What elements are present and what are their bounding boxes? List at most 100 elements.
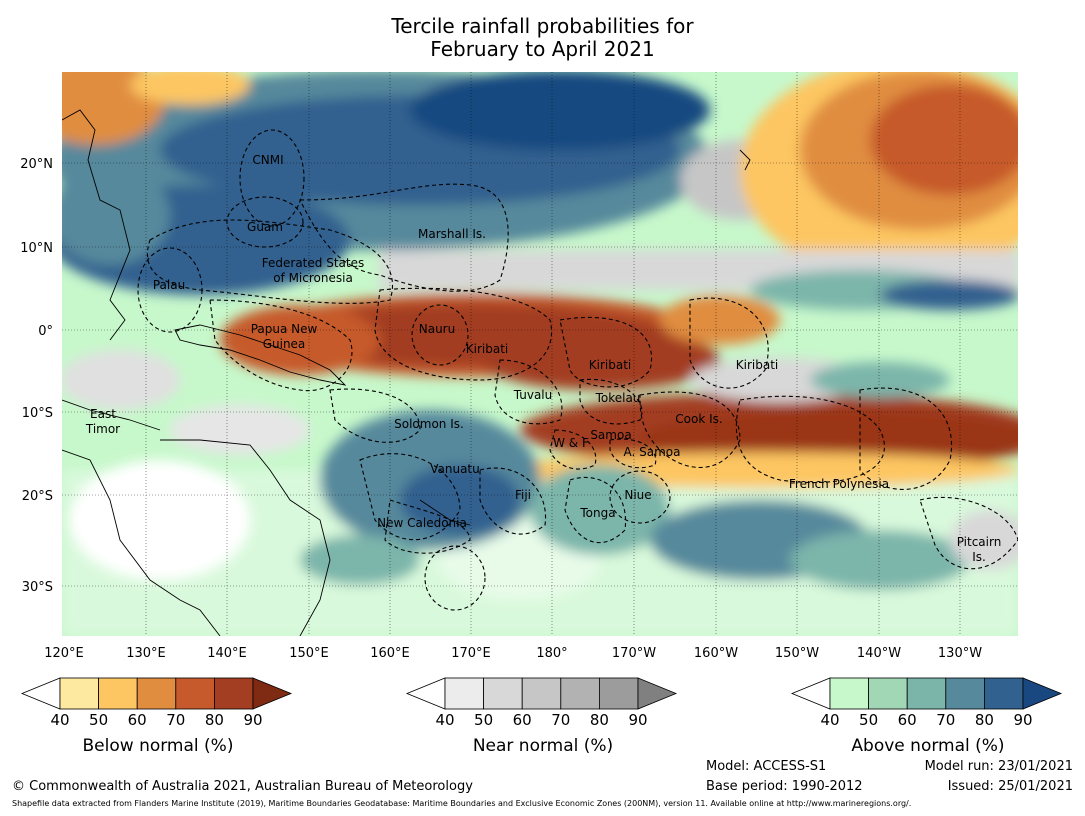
region-label: Nauru [419, 322, 455, 336]
colorbar-extend-low [790, 677, 831, 710]
region-label: Papua New [251, 322, 318, 336]
lon-label: 170°E [451, 646, 491, 661]
region-label: Guinea [263, 337, 306, 351]
colorbar-segment [136, 677, 177, 710]
region-labels: CNMI Guam Marshall Is. Federated States … [85, 153, 1001, 564]
colorbar-tick-label: 70 [551, 711, 570, 729]
issued-date: Issued: 25/01/2021 [947, 779, 1073, 794]
lon-axis: 120°E 130°E 140°E 150°E 160°E 170°E 180°… [44, 646, 982, 661]
colorbar-segment [483, 677, 523, 710]
lat-label: 0° [38, 324, 53, 339]
colorbar-tick-label: 60 [898, 711, 917, 729]
lat-axis: 20°N 10°N 0° 10°S 20°S 30°S [20, 157, 53, 595]
colorbar-below-normal: 40 50 60 70 80 90 [20, 677, 293, 729]
colorbar-segment [444, 677, 484, 710]
region-label: W & F [553, 436, 589, 450]
region-label: Timor [85, 422, 120, 436]
colorbar-segment [868, 677, 908, 710]
colorbar-tick-label: 80 [590, 711, 609, 729]
lon-label: 160°E [370, 646, 410, 661]
colorbar-segment [829, 677, 869, 710]
region-label: Kiribati [736, 358, 778, 372]
lon-label: 160°W [694, 646, 738, 661]
lat-label: 10°N [20, 241, 53, 256]
colorbar-below-title: Below normal (%) [82, 736, 234, 756]
rainfall-map: CNMI Guam Marshall Is. Federated States … [20, 72, 1018, 661]
colorbar-extend-high [1022, 677, 1063, 710]
region-label: Vanuatu [430, 462, 480, 476]
region-label: Palau [153, 278, 185, 292]
colorbar-segment [98, 677, 138, 710]
lon-label: 130°E [126, 646, 166, 661]
colorbar-segment [945, 677, 985, 710]
colorbar-tick-label: 40 [820, 711, 839, 729]
region-label: Kiribati [589, 358, 631, 372]
colorbar-tick-label: 90 [243, 711, 262, 729]
colorbar-tick-label: 90 [1013, 711, 1032, 729]
colorbar-segment [521, 677, 562, 710]
region-label: Is. [972, 550, 986, 564]
colorbar-segment [59, 677, 99, 710]
region-label: Tuvalu [513, 388, 553, 402]
colorbar-segment [213, 677, 254, 710]
region-label: Kiribati [466, 342, 508, 356]
colorbar-segment [175, 677, 215, 710]
colorbar-segment [560, 677, 600, 710]
region-label: CNMI [252, 153, 283, 167]
lon-label: 150°E [289, 646, 329, 661]
colorbar-tick-label: 50 [89, 711, 108, 729]
probability-field [62, 72, 1018, 636]
lat-label: 30°S [22, 580, 53, 595]
region-label: French Polynesia [789, 477, 889, 491]
colorbar-tick-label: 50 [474, 711, 493, 729]
lat-label: 10°S [22, 406, 53, 421]
base-period: Base period: 1990-2012 [706, 779, 863, 794]
colorbar-extend-low [20, 677, 61, 710]
region-label: Tonga [579, 506, 615, 520]
eez-boundaries [137, 129, 1018, 611]
colorbar-extend-high [637, 677, 678, 710]
colorbar-tick-label: 60 [128, 711, 147, 729]
region-label: Guam [247, 220, 283, 234]
colorbar-above-title: Above normal (%) [851, 736, 1005, 756]
colorbar-tick-label: 80 [975, 711, 994, 729]
copyright-text: © Commonwealth of Australia 2021, Austra… [12, 779, 473, 794]
colorbar-near-normal: 40 50 60 70 80 90 [405, 677, 678, 729]
map-title-line1: Tercile rainfall probabilities for [391, 14, 694, 38]
colorbar-tick-label: 50 [859, 711, 878, 729]
model-run-date: Model run: 23/01/2021 [924, 759, 1073, 774]
colorbar-near-title: Near normal (%) [472, 736, 614, 756]
lat-label: 20°S [22, 489, 53, 504]
region-label: Niue [624, 488, 651, 502]
region-label: A. Samoa [624, 445, 681, 459]
map-title-line2: February to April 2021 [430, 37, 655, 61]
lon-label: 170°W [612, 646, 656, 661]
colorbar-segment [906, 677, 947, 710]
coastlines [62, 109, 751, 636]
colorbar-segment [984, 677, 1024, 710]
colorbar-tick-label: 70 [936, 711, 955, 729]
lat-label: 20°N [20, 157, 53, 172]
colorbar-above-normal: 40 50 60 70 80 90 [790, 677, 1063, 729]
lon-label: 140°E [207, 646, 247, 661]
colorbar-tick-label: 40 [50, 711, 69, 729]
region-label: Fiji [515, 488, 531, 502]
model-name: Model: ACCESS-S1 [706, 759, 827, 774]
colorbar-tick-label: 70 [166, 711, 185, 729]
region-label: East [90, 407, 116, 421]
region-label: Pitcairn [957, 535, 1002, 549]
shapefile-credit: Shapefile data extracted from Flanders M… [12, 799, 912, 808]
lon-label: 120°E [44, 646, 84, 661]
region-label: New Caledonia [377, 516, 467, 530]
region-label: Cook Is. [675, 412, 722, 426]
region-label: Tokelau [595, 391, 641, 405]
colorbar-extend-high [252, 677, 293, 710]
region-label: Solomon Is. [394, 417, 464, 431]
region-label: Samoa [590, 428, 631, 442]
region-label: of Micronesia [273, 271, 353, 285]
colorbars: 40 50 60 70 80 90 40 50 60 70 80 90 40 50 60 70 80 90 [20, 677, 1063, 729]
colorbar-tick-label: 60 [513, 711, 532, 729]
region-label: Federated States [262, 256, 364, 270]
lon-label: 180° [536, 646, 567, 661]
region-label: Marshall Is. [418, 227, 486, 241]
